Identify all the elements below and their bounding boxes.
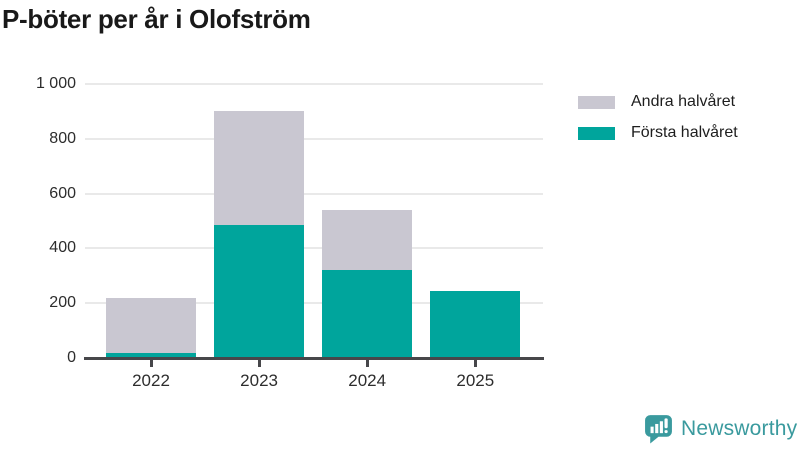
y-tick-label: 200 [49, 294, 76, 312]
x-tick-label-2022: 2022 [132, 371, 170, 390]
bar-2024-second-half [322, 210, 413, 271]
y-tick-label: 600 [49, 184, 76, 202]
gridline-1000 [85, 83, 543, 85]
bar-2023-first-half [214, 225, 305, 358]
legend-swatch-second-half [578, 95, 615, 109]
x-tick-2023 [257, 360, 261, 367]
x-axis-labels: 2022 2023 2024 2025 [85, 360, 543, 400]
bar-2024-first-half [322, 270, 413, 358]
gridline-600 [85, 192, 543, 195]
bar-2023-second-half [214, 111, 305, 226]
x-axis-line [84, 357, 544, 360]
x-tick-2025 [473, 360, 477, 367]
legend-label: Andra halvåret [631, 93, 736, 110]
bar-2022-second-half [106, 297, 196, 353]
gridline-400 [85, 247, 543, 250]
x-tick-label-2025: 2025 [456, 371, 495, 390]
chart-title: P-böter per år i Olofström [2, 4, 311, 34]
newsworthy-brand-link[interactable]: Newsworthy [643, 413, 797, 444]
legend-item-andra-halvaret: Andra halvåret [578, 93, 738, 111]
gridline-800 [85, 137, 543, 140]
x-tick-label-2023: 2023 [240, 371, 278, 390]
y-axis-labels: 0 200 400 600 800 1 000 [0, 75, 76, 366]
legend: Andra halvåret Första halvåret [578, 93, 738, 155]
legend-label: Första halvåret [631, 124, 738, 141]
x-tick-2022 [149, 360, 153, 367]
x-tick-label-2024: 2024 [348, 371, 387, 390]
bar-chart-speech-bubble-icon [645, 415, 672, 444]
legend-swatch-first-half [578, 126, 615, 140]
plot-area [85, 83, 543, 358]
gridline-200 [85, 302, 543, 305]
y-tick-label: 800 [49, 129, 76, 147]
legend-item-forsta-halvaret: Första halvåret [578, 124, 738, 142]
y-tick-label: 0 [67, 349, 76, 366]
bar-2025-first-half [430, 290, 521, 358]
bar-2022-first-half [106, 352, 196, 358]
y-tick-label: 1 000 [35, 75, 76, 92]
x-tick-2024 [365, 360, 369, 367]
brand-name: Newsworthy [681, 416, 798, 440]
y-tick-label: 400 [49, 239, 76, 257]
